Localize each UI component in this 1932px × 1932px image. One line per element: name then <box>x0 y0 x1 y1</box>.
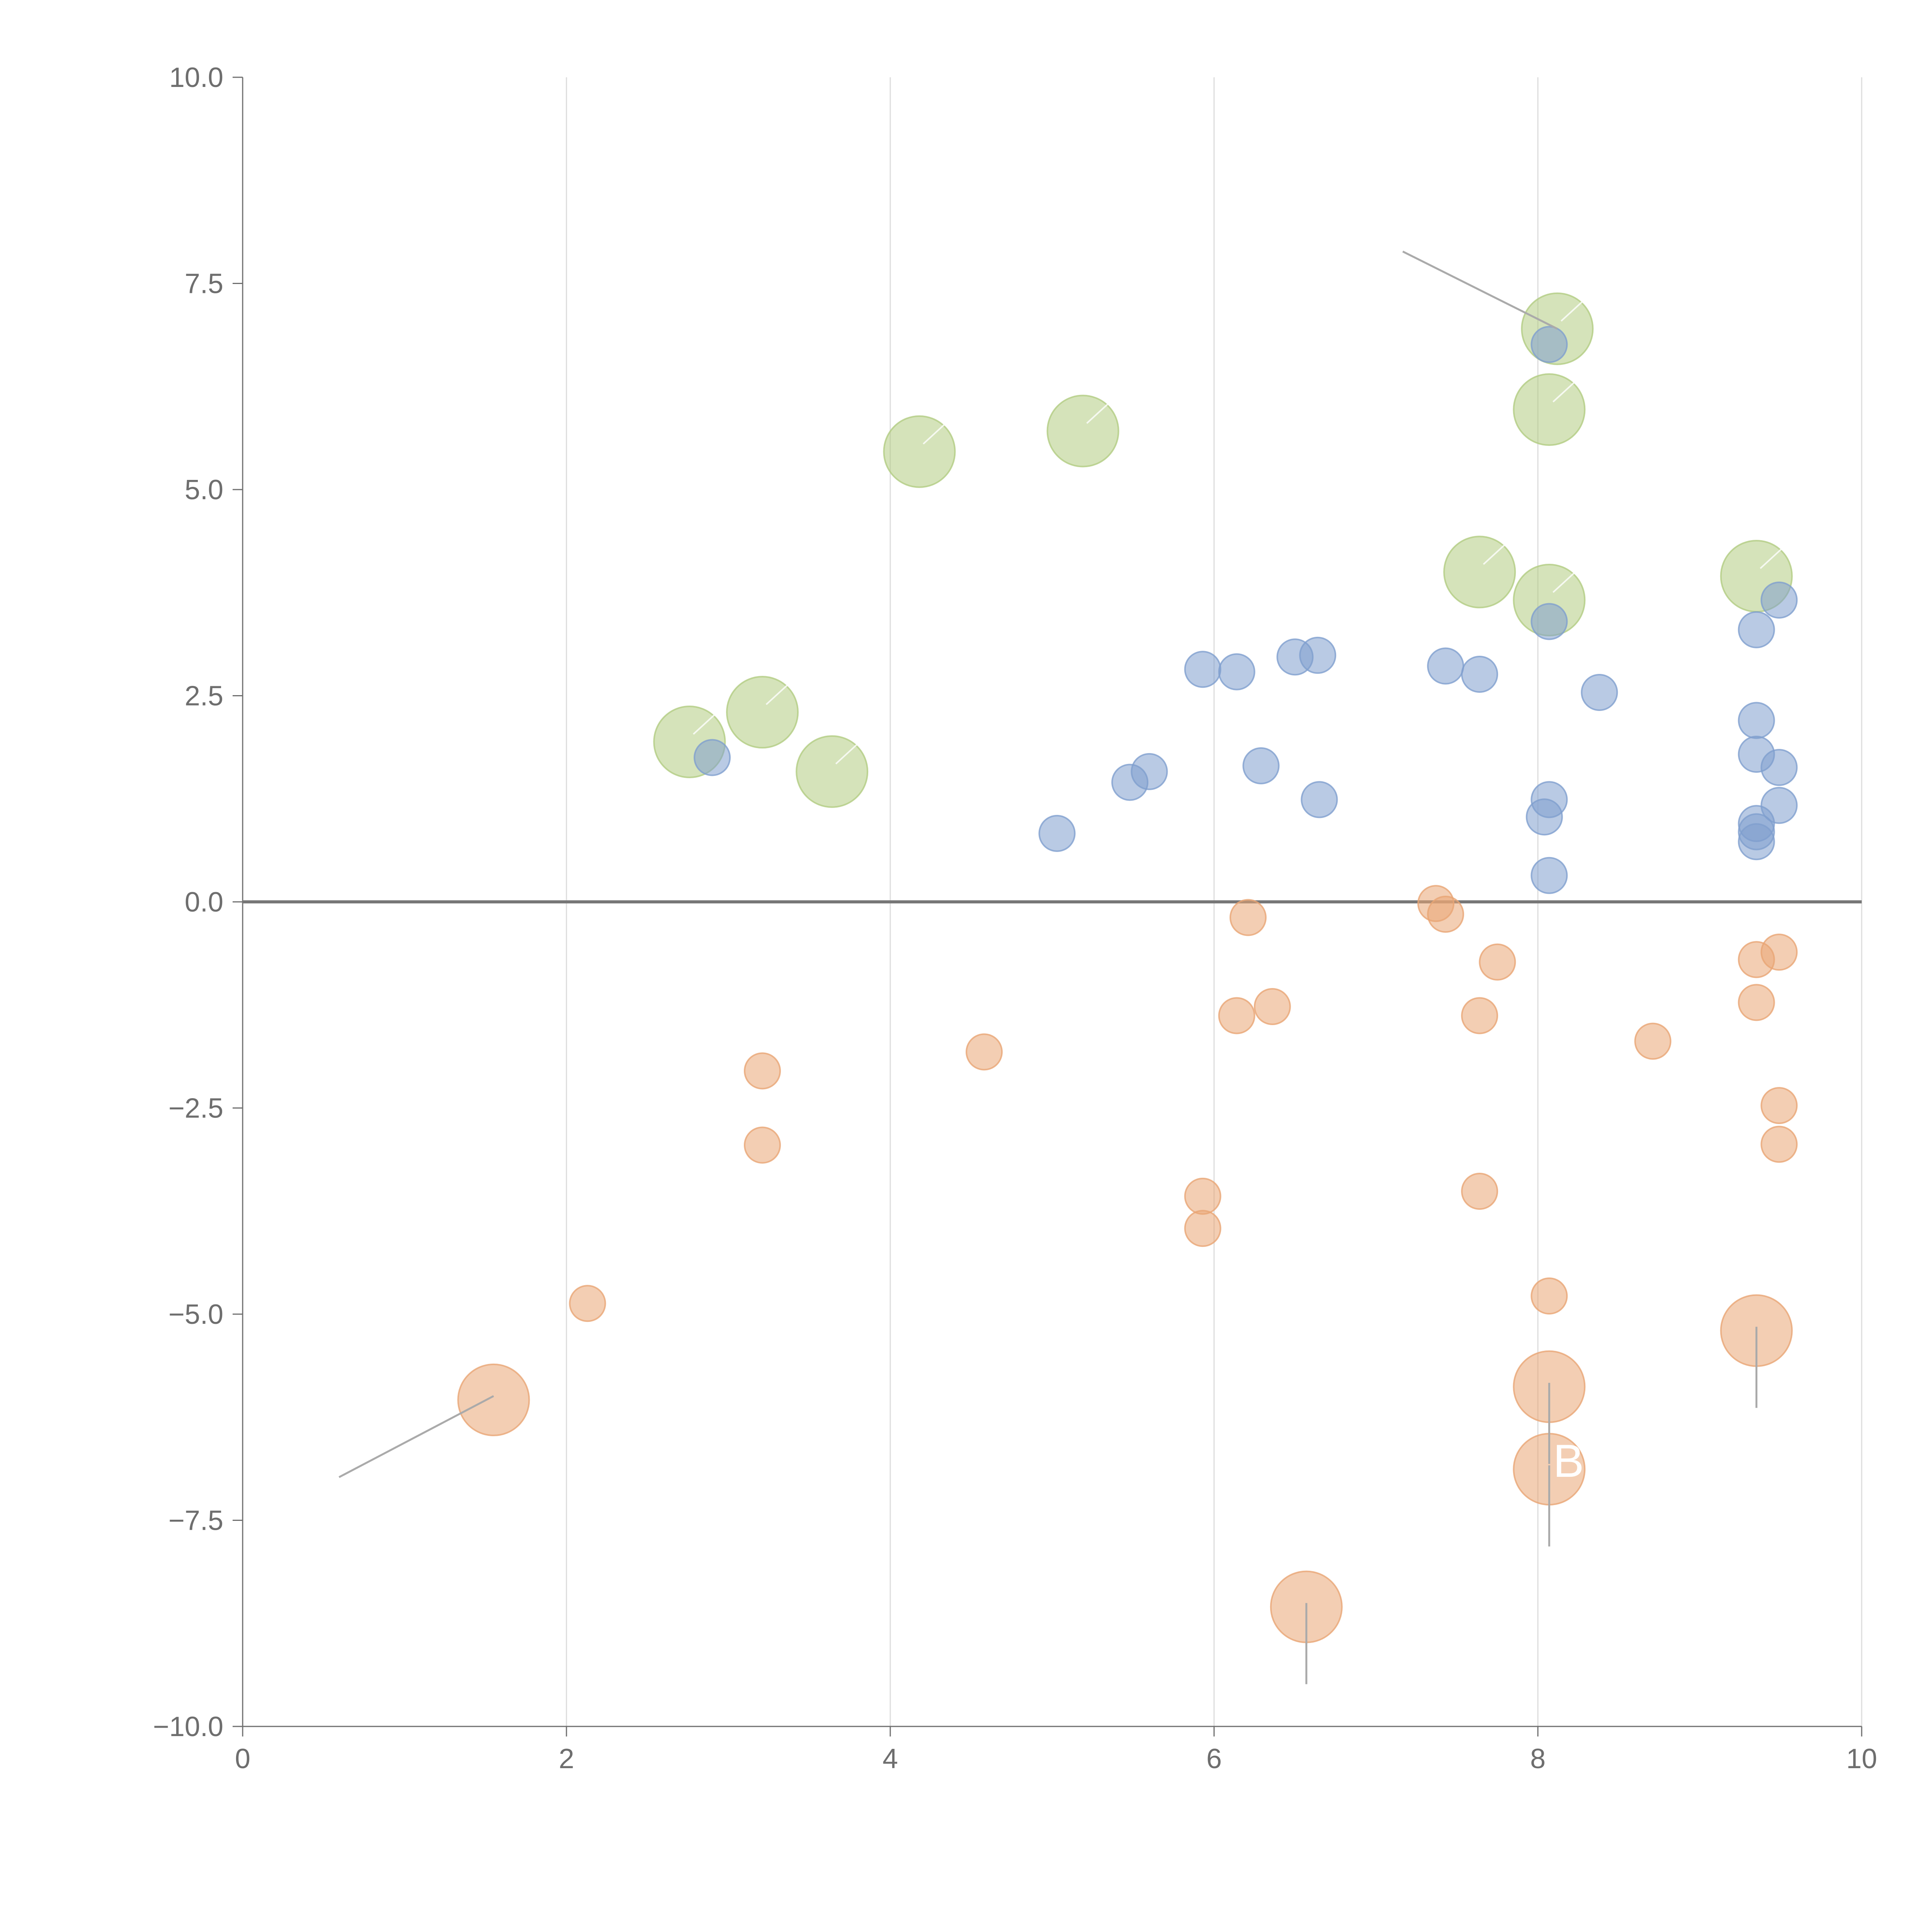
x-tick-label: 0 <box>235 1743 250 1774</box>
green-inner-tick <box>765 682 790 705</box>
green-inner-tick <box>835 742 860 765</box>
blue-point <box>1581 673 1618 711</box>
green-point <box>1513 373 1586 446</box>
orange-point <box>966 1033 1003 1071</box>
y-tick-label: −10.0 <box>153 1711 223 1742</box>
orange-point <box>1760 1126 1798 1163</box>
y-tick-label: −5.0 <box>168 1299 223 1330</box>
orange-point <box>1760 934 1798 971</box>
blue-point <box>1299 636 1337 674</box>
blue-point <box>1242 747 1280 784</box>
blue-point <box>1218 653 1255 690</box>
callout-leader-line <box>1402 250 1558 330</box>
blue-point <box>1038 815 1076 852</box>
orange-point <box>1253 988 1291 1026</box>
annotation-label: B <box>1553 1435 1584 1487</box>
blue-point <box>1461 656 1498 693</box>
blue-point <box>694 739 731 776</box>
green-inner-tick <box>1086 401 1111 424</box>
green-point <box>1443 536 1516 609</box>
orange-point <box>1184 1210 1221 1247</box>
orange-point <box>1479 943 1516 981</box>
green-inner-tick <box>693 712 717 735</box>
orange-point <box>569 1285 606 1322</box>
y-tick-label: −2.5 <box>168 1093 223 1124</box>
blue-point <box>1531 781 1568 818</box>
green-inner-tick <box>1560 299 1585 322</box>
y-tick-label: 0.0 <box>185 887 223 918</box>
orange-point <box>1427 896 1464 933</box>
blue-point <box>1738 823 1775 861</box>
x-tick-label: 10 <box>1846 1743 1877 1774</box>
blue-point <box>1531 603 1568 640</box>
green-point <box>1046 395 1119 468</box>
orange-point <box>1738 984 1775 1021</box>
orange-point <box>1760 1087 1798 1124</box>
green-inner-tick <box>1552 570 1577 593</box>
green-inner-tick <box>923 422 947 445</box>
y-tick-label: −7.5 <box>168 1505 223 1536</box>
blue-point <box>1738 702 1775 739</box>
blue-point <box>1531 857 1568 894</box>
orange-point <box>1229 899 1267 936</box>
orange-point <box>1184 1177 1221 1215</box>
y-tick-label: 2.5 <box>185 681 223 712</box>
green-point <box>796 735 869 808</box>
orange-point <box>1461 997 1498 1034</box>
green-inner-tick <box>1483 542 1507 565</box>
orange-point <box>1218 997 1255 1034</box>
orange-large-point <box>457 1363 530 1436</box>
y-tick-label: 10.0 <box>169 62 223 93</box>
x-tick-label: 8 <box>1530 1743 1546 1774</box>
blue-point <box>1301 781 1338 818</box>
blue-point <box>1760 749 1798 786</box>
blue-point <box>1760 787 1798 824</box>
callout-leader-line <box>338 1395 494 1478</box>
blue-point <box>1738 611 1775 648</box>
orange-point <box>743 1052 781 1090</box>
green-inner-tick <box>1552 380 1577 403</box>
orange-point <box>1634 1022 1672 1060</box>
green-point <box>726 676 799 749</box>
x-tick-label: 2 <box>559 1743 574 1774</box>
green-inner-tick <box>1760 546 1784 569</box>
blue-point <box>1760 581 1798 619</box>
green-point <box>883 415 956 488</box>
blue-point <box>1184 651 1221 688</box>
orange-point <box>1531 1277 1568 1315</box>
blue-point <box>1531 326 1568 363</box>
x-tick-label: 6 <box>1206 1743 1222 1774</box>
y-tick-label: 5.0 <box>185 474 223 505</box>
orange-point <box>743 1126 781 1164</box>
orange-point <box>1461 1173 1498 1210</box>
blue-point <box>1131 753 1168 790</box>
blue-point <box>1427 647 1464 685</box>
x-tick-label: 4 <box>883 1743 898 1774</box>
y-tick-label: 7.5 <box>185 269 223 299</box>
